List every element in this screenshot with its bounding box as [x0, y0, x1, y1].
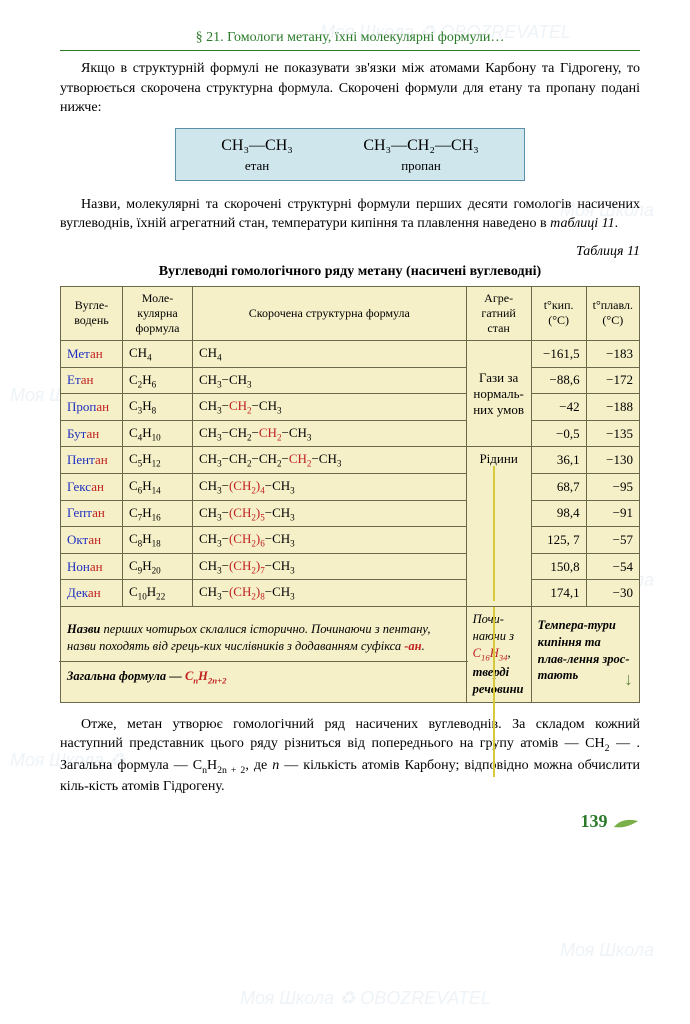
propan-label: пропан [363, 158, 478, 174]
table-header-row: Вугле- водень Моле- кулярна формула Скор… [61, 286, 640, 340]
cell-structural: CH3−CH2−CH3 [193, 394, 467, 421]
cell-molecular: C7H16 [123, 500, 193, 527]
cell-molecular: C9H20 [123, 553, 193, 580]
table-row: НонанC9H20CH3−(CH2)7−CH3 150,8−54 [61, 553, 640, 580]
table-row: ЕтанC2H6CH3−CH3 −88,6−172 [61, 367, 640, 394]
cell-structural: CH3−(CH2)6−CH3 [193, 527, 467, 554]
etan-label: етан [221, 158, 293, 174]
cell-boiling: 36,1 [531, 447, 586, 474]
yellow-annotation-line [493, 466, 495, 601]
formula-box: CH₃—CH₃ етан CH₃—CH₂—CH₃ пропан [175, 128, 525, 181]
table-row: ПропанC3H8CH3−CH2−CH3 −42−188 [61, 394, 640, 421]
table-row: ДеканC10H22CH3−(CH2)8−CH3 174,1−30 [61, 580, 640, 607]
watermark: Моя Школа ♻ OBOZREVATEL [240, 988, 491, 1009]
cell-structural: CH3−(CH2)4−CH3 [193, 473, 467, 500]
table-row: ГептанC7H16CH3−(CH2)5−CH3 98,4−91 [61, 500, 640, 527]
cell-melting: −54 [586, 553, 639, 580]
cell-melting: −188 [586, 394, 639, 421]
cell-structural: CH3−CH2−CH2−CH2−CH3 [193, 447, 467, 474]
cell-melting: −183 [586, 340, 639, 367]
cell-melting: −91 [586, 500, 639, 527]
cell-molecular: C2H6 [123, 367, 193, 394]
cell-boiling: −161,5 [531, 340, 586, 367]
cell-structural: CH3−(CH2)7−CH3 [193, 553, 467, 580]
yellow-annotation-line [493, 607, 495, 777]
cell-name: Пропан [61, 394, 123, 421]
leaf-icon [612, 815, 640, 829]
paragraph-1: Якщо в структурній формулі не показувати… [60, 59, 640, 118]
table-row: ОктанC8H18CH3−(CH2)6−CH3 125, 7−57 [61, 527, 640, 554]
cell-molecular: C6H14 [123, 473, 193, 500]
propan-formula: CH₃—CH₂—CH₃ [363, 137, 478, 155]
cell-boiling: 150,8 [531, 553, 586, 580]
cell-structural: CH3−(CH2)8−CH3 [193, 580, 467, 607]
cell-boiling: 98,4 [531, 500, 586, 527]
cell-name: Гептан [61, 500, 123, 527]
cell-structural: CH4 [193, 340, 467, 367]
cell-boiling: −0,5 [531, 420, 586, 447]
cell-melting: −30 [586, 580, 639, 607]
hydrocarbons-table: Вугле- водень Моле- кулярна формула Скор… [60, 286, 640, 703]
watermark: Моя Школа [560, 940, 654, 961]
table-row: ПентанC5H12CH3−CH2−CH2−CH2−CH3Рідини36,1… [61, 447, 640, 474]
page-number: 139 [60, 811, 640, 832]
cell-state: Гази за нормаль-них умов [466, 340, 531, 446]
footer-temp-cell: Темпера-тури кипіння та плав-лення зрос-… [531, 606, 639, 702]
cell-molecular: C8H18 [123, 527, 193, 554]
cell-boiling: 125, 7 [531, 527, 586, 554]
cell-name: Етан [61, 367, 123, 394]
footer-names-cell: Назви перших чотирьох склалися історично… [61, 606, 467, 702]
cell-name: Бутан [61, 420, 123, 447]
cell-molecular: C10H22 [123, 580, 193, 607]
col-boiling: t°кип. (°С) [531, 286, 586, 340]
col-structural: Скорочена структурна формула [193, 286, 467, 340]
table-caption: Таблиця 11 [60, 244, 640, 260]
cell-name: Нонан [61, 553, 123, 580]
cell-structural: CH3−CH2−CH2−CH3 [193, 420, 467, 447]
cell-boiling: −88,6 [531, 367, 586, 394]
col-melting: t°плавл. (°С) [586, 286, 639, 340]
footer-state-cell: Почи-наючи з C16H34, тверді речовини [466, 606, 531, 702]
table-row: БутанC4H10CH3−CH2−CH2−CH3 −0,5−135 [61, 420, 640, 447]
etan-formula: CH₃—CH₃ [221, 137, 293, 155]
paragraph-bottom: Отже, метан утворює гомологічний ряд нас… [60, 715, 640, 797]
table-title: Вуглеводні гомологічного ряду метану (на… [60, 264, 640, 280]
cell-melting: −95 [586, 473, 639, 500]
table-footer-row: Назви перших чотирьох склалися історично… [61, 606, 640, 702]
cell-structural: CH3−CH3 [193, 367, 467, 394]
cell-melting: −57 [586, 527, 639, 554]
cell-boiling: −42 [531, 394, 586, 421]
cell-name: Пентан [61, 447, 123, 474]
cell-melting: −135 [586, 420, 639, 447]
cell-melting: −172 [586, 367, 639, 394]
cell-molecular: C4H10 [123, 420, 193, 447]
cell-boiling: 68,7 [531, 473, 586, 500]
cell-name: Гексан [61, 473, 123, 500]
cell-molecular: C5H12 [123, 447, 193, 474]
cell-name: Метан [61, 340, 123, 367]
table-row: МетанCH4CH4Гази за нормаль-них умов−161,… [61, 340, 640, 367]
section-header: § 21. Гомологи метану, їхні молекулярні … [60, 30, 640, 51]
col-state: Агре- гатний стан [466, 286, 531, 340]
cell-state: Рідини [466, 447, 531, 607]
cell-molecular: C3H8 [123, 394, 193, 421]
page-content: § 21. Гомологи метану, їхні молекулярні … [0, 0, 690, 852]
cell-structural: CH3−(CH2)5−CH3 [193, 500, 467, 527]
col-name: Вугле- водень [61, 286, 123, 340]
cell-boiling: 174,1 [531, 580, 586, 607]
cell-molecular: CH4 [123, 340, 193, 367]
cell-melting: −130 [586, 447, 639, 474]
table-row: ГексанC6H14CH3−(CH2)4−CH3 68,7−95 [61, 473, 640, 500]
cell-name: Декан [61, 580, 123, 607]
cell-name: Октан [61, 527, 123, 554]
col-molecular: Моле- кулярна формула [123, 286, 193, 340]
paragraph-2: Назви, молекулярні та скорочені структур… [60, 195, 640, 234]
